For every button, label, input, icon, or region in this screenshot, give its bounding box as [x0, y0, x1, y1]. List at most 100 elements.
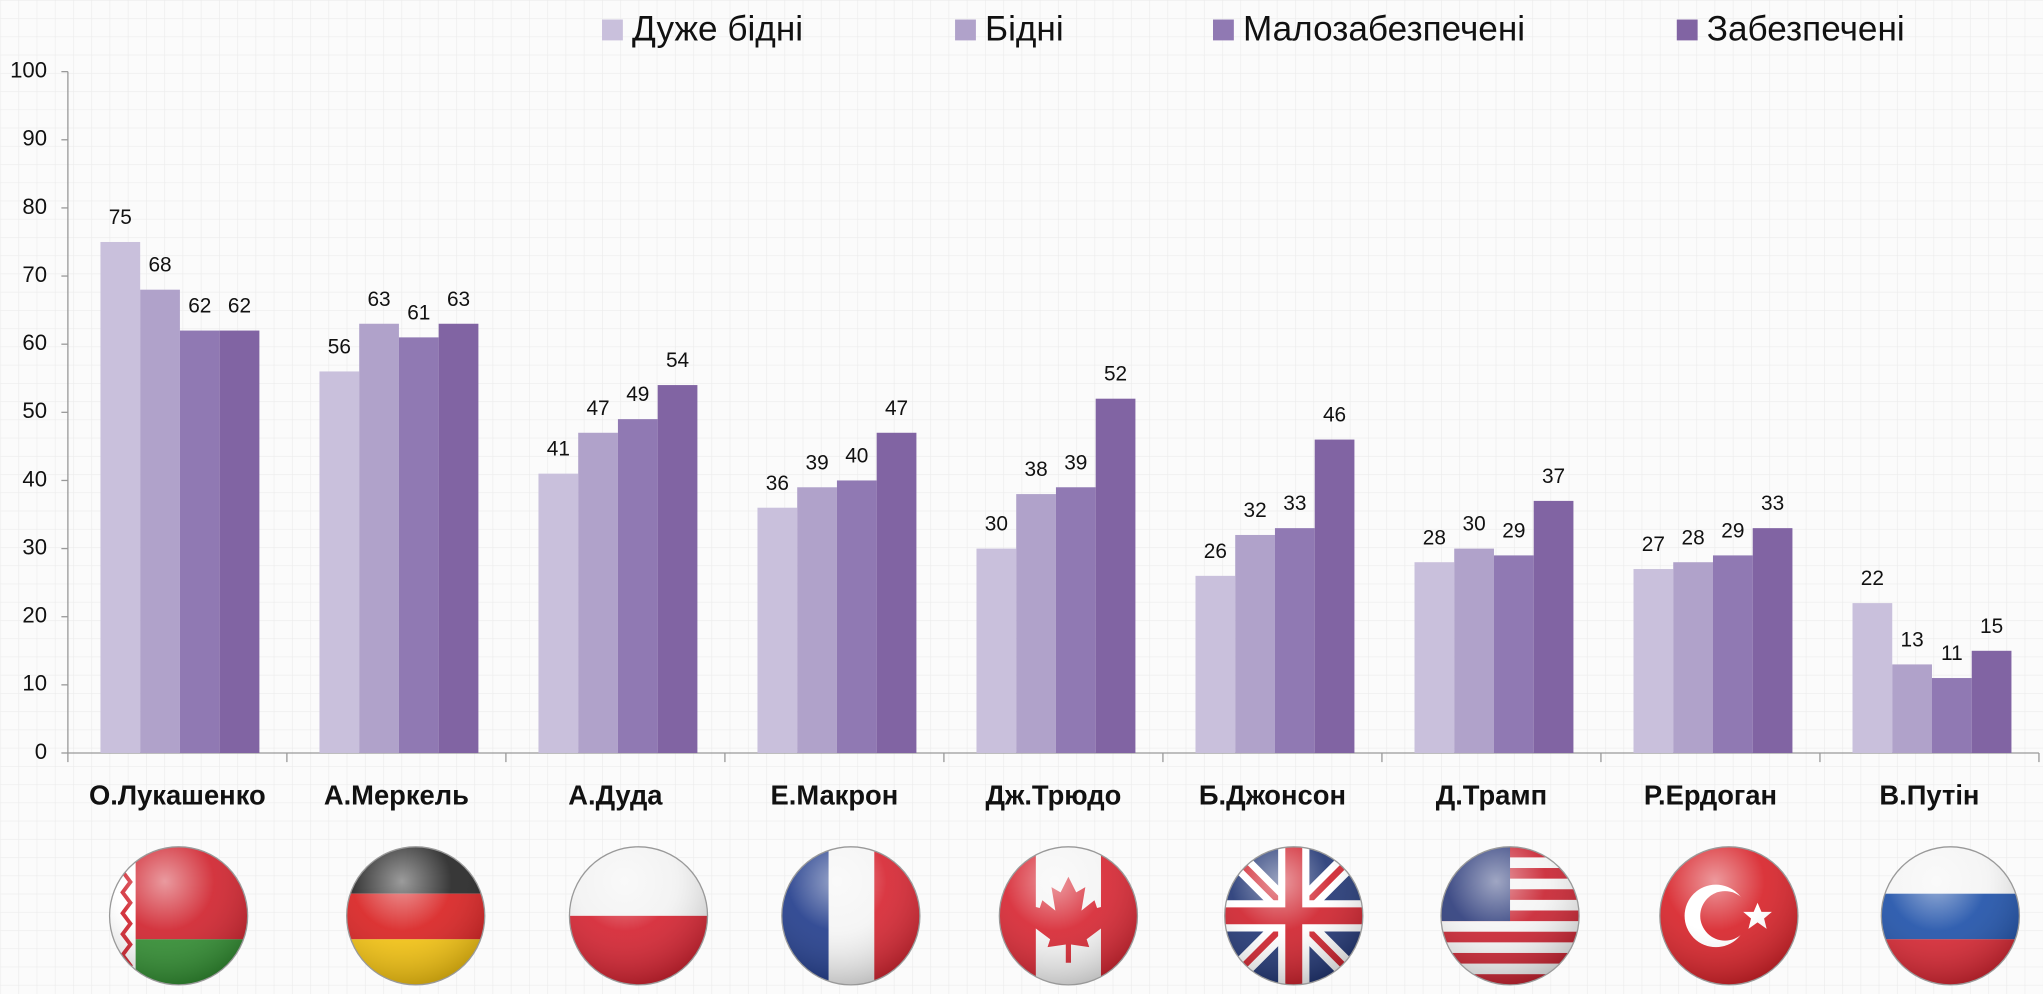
flag-gloss [346, 846, 486, 986]
legend-label: Забезпечені [1707, 10, 1905, 49]
value-label: 38 [1024, 458, 1047, 481]
y-tick-label: 50 [22, 398, 47, 423]
x-tick-label: Б.Джонсон [1199, 780, 1346, 811]
bar [1016, 494, 1056, 753]
y-tick-label: 10 [22, 671, 47, 696]
value-label: 33 [1761, 492, 1784, 515]
bar [1673, 562, 1713, 753]
bar [1454, 548, 1494, 753]
legend-swatch [1676, 19, 1698, 41]
flag-germany [346, 846, 486, 986]
bar [976, 548, 1017, 753]
x-tick-label: А.Дуда [568, 780, 663, 811]
bar [1971, 650, 2012, 753]
x-tick-label: Д.Трамп [1436, 780, 1547, 811]
bar [1235, 534, 1275, 753]
y-tick-label: 80 [22, 194, 47, 219]
bar [398, 337, 439, 753]
flag-france [781, 846, 921, 986]
y-tick-label: 40 [22, 466, 47, 491]
flag-usa [1440, 846, 1580, 986]
bar [1055, 487, 1096, 753]
bar [578, 432, 618, 753]
bar [1195, 575, 1236, 753]
flag-gloss [1659, 846, 1799, 986]
flag-gloss [781, 846, 921, 986]
flag-gloss [1440, 846, 1580, 986]
bar [1414, 562, 1455, 753]
value-label: 30 [1463, 513, 1486, 536]
value-label: 22 [1861, 567, 1884, 590]
legend-swatch [1213, 19, 1234, 41]
value-label: 47 [586, 397, 609, 420]
value-label: 75 [109, 206, 132, 229]
bar [1274, 528, 1315, 753]
value-label: 63 [447, 288, 470, 311]
value-label: 30 [985, 513, 1008, 536]
bar [319, 371, 360, 753]
flag-gloss [108, 846, 249, 986]
value-label: 36 [766, 472, 789, 495]
bar [1852, 603, 1893, 753]
x-tick-label: Е.Макрон [771, 780, 899, 811]
value-label: 13 [1901, 628, 1924, 651]
bar [100, 241, 141, 753]
bar [1892, 664, 1932, 753]
bar [438, 323, 479, 753]
x-tick-label: В.Путін [1879, 780, 1979, 811]
bar [359, 323, 399, 753]
value-label: 28 [1423, 526, 1446, 549]
value-label: 52 [1104, 363, 1127, 386]
bar [797, 487, 837, 753]
bar [1533, 500, 1574, 753]
value-label: 15 [1980, 615, 2003, 638]
value-label: 61 [407, 301, 430, 324]
flags [108, 846, 2021, 986]
y-tick-label: 70 [22, 262, 47, 287]
flag-gloss [1224, 846, 1364, 986]
bar [1314, 439, 1355, 753]
x-tick-label: Р.Ердоган [1644, 780, 1777, 811]
flag-canada [998, 846, 1139, 986]
bar [538, 473, 579, 753]
value-label: 62 [228, 295, 251, 318]
legend-swatch [955, 19, 976, 41]
bar [1633, 569, 1674, 753]
value-label: 29 [1502, 519, 1525, 542]
value-label: 11 [1941, 642, 1963, 665]
value-label: 28 [1682, 526, 1705, 549]
bar [1095, 398, 1136, 753]
flag-turkey [1659, 846, 1799, 986]
flag-belarus [108, 846, 249, 986]
value-label: 41 [547, 438, 570, 461]
bar [757, 507, 798, 753]
value-label: 56 [328, 335, 351, 358]
value-label: 46 [1323, 404, 1346, 427]
bar [179, 330, 220, 753]
flag-gloss [568, 846, 709, 986]
value-label: 27 [1642, 533, 1665, 556]
value-label: 26 [1204, 540, 1227, 563]
flag-poland [568, 846, 709, 986]
value-label: 37 [1542, 465, 1565, 488]
x-tick-label: Дж.Трюдо [985, 780, 1121, 811]
flag-gloss [1880, 846, 2021, 986]
value-label: 49 [626, 383, 649, 406]
legend-label: Дуже бідні [632, 10, 803, 49]
bar [617, 419, 658, 753]
legend-label: Малозабезпечені [1243, 10, 1525, 49]
bar [836, 480, 877, 753]
value-label: 32 [1244, 499, 1267, 522]
y-tick-label: 20 [22, 603, 47, 628]
bar [657, 385, 698, 753]
value-label: 62 [188, 295, 211, 318]
value-label: 39 [805, 451, 828, 474]
bar [140, 289, 180, 753]
y-tick-label: 90 [22, 126, 47, 151]
legend-swatch [602, 19, 623, 41]
bar [1493, 555, 1534, 753]
value-label: 39 [1064, 451, 1087, 474]
bar [876, 432, 917, 753]
